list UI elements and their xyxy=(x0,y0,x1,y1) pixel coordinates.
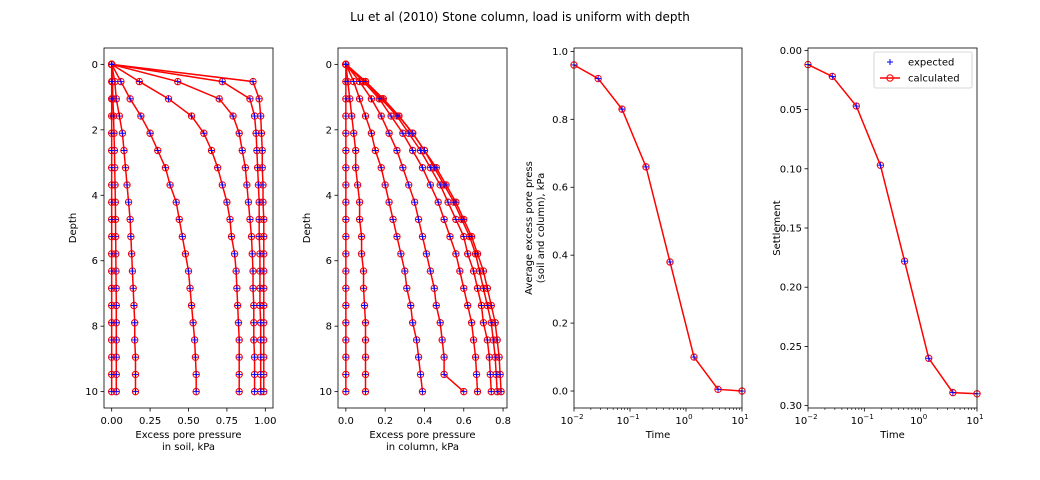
y-axis-label: Depth xyxy=(302,213,313,243)
y-tick-label: 0.8 xyxy=(552,115,568,126)
x-tick-label: 10−1 xyxy=(616,413,639,427)
x-tick-label: 100 xyxy=(675,413,692,427)
x-tick-exponent: 1 xyxy=(744,413,748,421)
x-axis-label: Excess pore pressure in soil, kPa xyxy=(135,430,241,453)
x-tick-exponent: −2 xyxy=(573,413,583,421)
x-tick-exponent: −1 xyxy=(864,413,874,421)
y-tick-label: 0.25 xyxy=(780,342,802,353)
y-tick-label: 0.2 xyxy=(552,319,568,330)
y-tick-label: 0 xyxy=(92,60,98,71)
x-tick-label: 0.2 xyxy=(377,416,393,427)
y-tick-label: 6 xyxy=(92,256,98,267)
x-tick-label: 10−2 xyxy=(794,413,817,427)
x-tick-label: 0.0 xyxy=(338,416,354,427)
y-tick-label: 0.30 xyxy=(780,401,802,412)
series-line xyxy=(346,64,366,391)
x-tick-label: 1.00 xyxy=(254,416,276,427)
y-tick-label: 8 xyxy=(92,322,98,333)
y-tick-label: 0.6 xyxy=(552,183,568,194)
x-tick-exponent: 1 xyxy=(979,413,983,421)
series-line xyxy=(574,65,742,391)
legend: expected calculated xyxy=(874,52,972,88)
chart-panel-4: 10−2 10−1 100 1010.000.050.100.150.200.250.… xyxy=(772,46,984,441)
y-tick-label: 4 xyxy=(92,191,98,202)
axes-frame xyxy=(338,48,507,408)
x-axis-label: Excess pore pressure in column, kPa xyxy=(369,430,475,453)
series-profile-8 xyxy=(343,61,349,395)
legend-label: calculated xyxy=(908,74,960,85)
y-tick-label: 10 xyxy=(85,387,98,398)
x-tick-label: 0.25 xyxy=(139,416,161,427)
series-line xyxy=(346,64,501,391)
y-tick-label: 0.20 xyxy=(780,283,802,294)
x-tick-exponent: 0 xyxy=(923,413,927,421)
series-profile-1 xyxy=(108,61,267,395)
y-axis-label: Settlement xyxy=(772,200,783,256)
x-axis-label: Time xyxy=(645,430,670,441)
series-profile-1 xyxy=(343,61,505,395)
x-tick-label: 10−1 xyxy=(851,413,874,427)
y-tick-label: 0.4 xyxy=(552,251,568,262)
x-tick-label: 10−2 xyxy=(560,413,583,427)
y-tick-label: 0.00 xyxy=(780,46,802,57)
x-tick-label: 100 xyxy=(910,413,927,427)
series-line xyxy=(346,64,423,391)
x-tick-label: 0.00 xyxy=(101,416,123,427)
series-profile-2 xyxy=(343,61,501,395)
x-tick-label: 0.8 xyxy=(495,416,511,427)
x-tick-exponent: −1 xyxy=(629,413,639,421)
y-tick-label: 10 xyxy=(319,387,332,398)
axes-frame xyxy=(808,48,977,408)
series-profile-6 xyxy=(343,61,426,395)
y-tick-label: 0 xyxy=(326,60,332,71)
y-tick-label: 4 xyxy=(326,191,332,202)
y-tick-label: 0.05 xyxy=(780,105,802,116)
x-tick-label: 101 xyxy=(966,413,983,427)
y-tick-label: 6 xyxy=(326,256,332,267)
x-axis-label: Time xyxy=(879,430,904,441)
series-line-group xyxy=(571,62,745,394)
legend-label: expected xyxy=(908,58,954,69)
y-tick-label: 0.10 xyxy=(780,164,802,175)
x-tick-exponent: 0 xyxy=(688,413,692,421)
x-tick-label: 0.75 xyxy=(216,416,238,427)
x-tick-label: 101 xyxy=(731,413,748,427)
y-axis-label: Average excess pore press(soil and colum… xyxy=(524,161,547,295)
series-line xyxy=(112,64,197,391)
y-tick-label: 2 xyxy=(326,125,332,136)
y-tick-label: 8 xyxy=(326,322,332,333)
chart-panel-2: 0.0 0.2 0.4 0.6 0.8 0 2 4 6 8 10 Excess pore pressu… xyxy=(302,48,511,453)
y-tick-label: 0.0 xyxy=(552,387,568,398)
y-tick-label: 0.15 xyxy=(780,224,802,235)
y-axis-label: Depth xyxy=(68,213,79,243)
series-profile-4 xyxy=(108,61,242,395)
series-line xyxy=(808,65,977,394)
x-tick-label: 0.4 xyxy=(417,416,433,427)
x-tick-label: 0.50 xyxy=(177,416,199,427)
figure-title: Lu et al (2010) Stone column, load is un… xyxy=(350,10,690,24)
y-tick-label: 1.0 xyxy=(552,47,568,58)
y-tick-label: 2 xyxy=(92,125,98,136)
series-line-group xyxy=(805,61,980,397)
chart-panel-1: 0.00 0.25 0.50 0.75 1.00 0 2 4 6 8 10 Excess pore p… xyxy=(68,48,276,453)
chart-panel-3: 10−2 10−1 100 1010.00.20.40.60.81.0TimeAver… xyxy=(524,47,749,441)
axes-frame xyxy=(574,48,742,408)
x-tick-exponent: −2 xyxy=(807,413,817,421)
x-tick-label: 0.6 xyxy=(456,416,472,427)
